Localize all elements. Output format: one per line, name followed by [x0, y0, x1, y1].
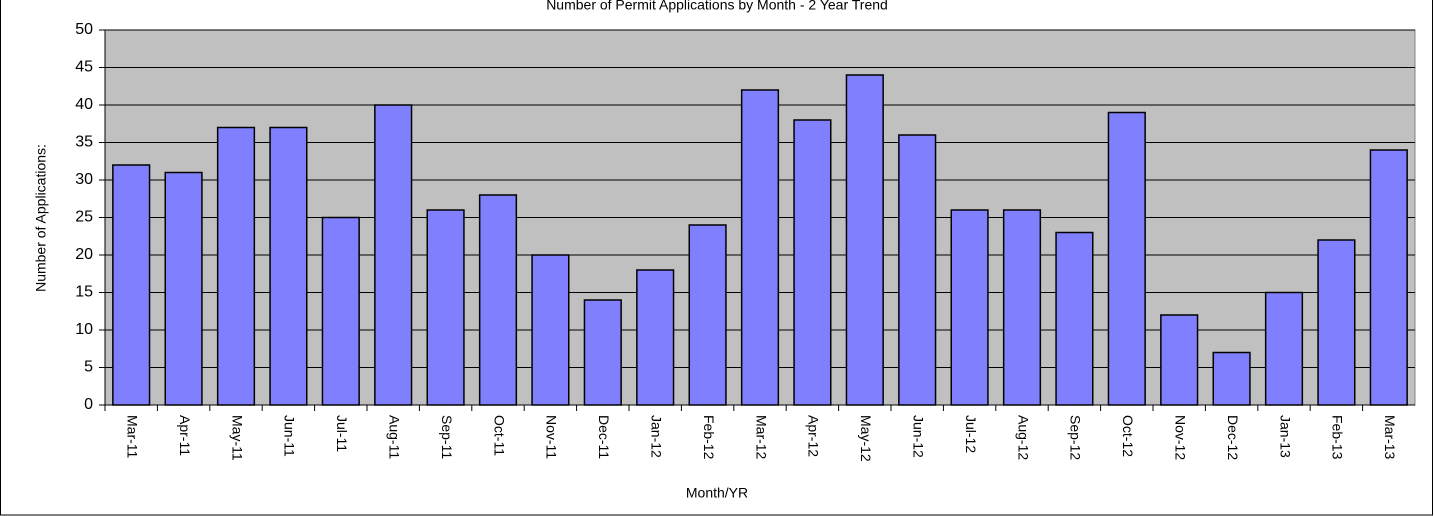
- x-tick-label: Nov-11: [544, 415, 560, 459]
- x-axis-label: Month/YR: [686, 485, 748, 501]
- x-tick-label: Nov-12: [1172, 415, 1188, 460]
- bar: [636, 269, 675, 406]
- x-tick-label: Mar-12: [753, 415, 769, 460]
- y-tick-label: 35: [75, 134, 93, 151]
- x-tick-label: Apr-12: [806, 415, 822, 457]
- x-tick-label: Aug-11: [386, 415, 402, 459]
- x-tick-label: Sep-12: [1068, 415, 1084, 460]
- x-tick-label: Feb-13: [1330, 415, 1346, 460]
- y-tick-label: 20: [75, 246, 93, 263]
- x-tick-label: Jun-11: [282, 415, 298, 457]
- x-tick-label: Oct-12: [1120, 415, 1136, 457]
- x-tick-label: May-11: [229, 415, 245, 461]
- x-tick-label: Jul-11: [334, 415, 350, 452]
- x-tick-label: Dec-11: [596, 415, 612, 459]
- bar: [845, 74, 884, 406]
- x-tick-label: Feb-12: [701, 415, 717, 460]
- bar: [898, 134, 937, 406]
- y-tick-label: 10: [75, 321, 93, 338]
- bar: [793, 119, 832, 406]
- bar: [1055, 231, 1094, 406]
- y-tick-label: 40: [75, 96, 93, 113]
- bar: [426, 209, 465, 406]
- y-tick-label: 50: [75, 21, 93, 38]
- x-tick-label: Sep-11: [439, 415, 455, 459]
- y-tick-label: 45: [75, 59, 93, 76]
- bar: [531, 254, 570, 406]
- x-tick-label: Apr-11: [177, 415, 193, 456]
- bar: [321, 216, 360, 406]
- bar: [164, 171, 203, 406]
- bar: [583, 299, 622, 406]
- bar: [478, 194, 518, 406]
- bar: [1317, 239, 1356, 406]
- bar: [688, 224, 727, 406]
- x-tick-label: Oct-11: [491, 415, 507, 456]
- bar: [374, 104, 413, 406]
- x-tick-label: Jan-13: [1277, 415, 1293, 458]
- bar: [269, 126, 308, 406]
- bar: [1369, 149, 1408, 406]
- y-tick-label: 30: [75, 171, 93, 188]
- y-axis-label: Number of Applications:: [33, 144, 49, 292]
- bar: [1160, 314, 1199, 406]
- x-tick-label: Aug-12: [1015, 415, 1031, 460]
- x-tick-label: Jul-12: [963, 415, 979, 453]
- bar: [1002, 209, 1042, 406]
- bar: [112, 164, 151, 406]
- y-tick-label: 25: [75, 209, 93, 226]
- x-tick-label: Mar-11: [124, 415, 140, 459]
- chart-title: Number of Permit Applications by Month -…: [546, 0, 888, 13]
- bar: [950, 209, 989, 406]
- x-tick-label: Dec-12: [1225, 415, 1241, 460]
- y-tick-label: 15: [75, 284, 93, 301]
- y-tick-label: 0: [84, 396, 93, 413]
- x-tick-label: Mar-13: [1382, 415, 1398, 460]
- x-tick-label: May-12: [858, 415, 874, 462]
- x-tick-label: Jan-12: [648, 415, 664, 458]
- bar: [1212, 351, 1251, 406]
- bar: [1264, 291, 1304, 406]
- bar: [740, 89, 780, 406]
- bar: [216, 126, 256, 406]
- y-tick-label: 5: [84, 359, 93, 376]
- bar: [1107, 111, 1146, 406]
- x-tick-label: Jun-12: [910, 415, 926, 458]
